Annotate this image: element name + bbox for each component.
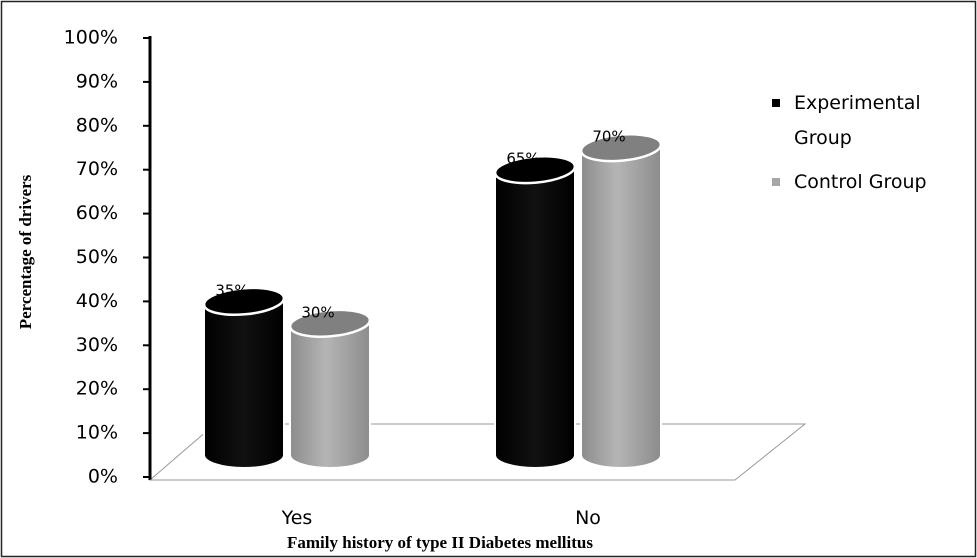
y-tick-label: 80% bbox=[76, 114, 118, 136]
cylinder bbox=[290, 323, 370, 455]
value-label: 30% bbox=[301, 303, 334, 321]
y-tick-label: 50% bbox=[76, 246, 118, 268]
legend-swatch bbox=[772, 99, 780, 107]
value-label: 65% bbox=[506, 150, 539, 168]
y-tick-label: 70% bbox=[76, 158, 118, 180]
cylinder-top bbox=[493, 154, 577, 185]
legend-entry: Control Group bbox=[772, 165, 969, 200]
y-tick-label: 10% bbox=[76, 422, 118, 444]
cylinder bbox=[204, 301, 284, 455]
legend-entry: Experimental Group bbox=[772, 86, 969, 156]
y-tick-label: 40% bbox=[76, 290, 118, 312]
value-label: 35% bbox=[215, 281, 248, 299]
x-tick-label: No bbox=[575, 507, 601, 529]
x-tick-label: Yes bbox=[281, 507, 313, 529]
cylinder-top bbox=[288, 308, 372, 338]
y-tick-label: 30% bbox=[76, 334, 118, 356]
cylinder bbox=[495, 169, 575, 455]
y-tick-label: 90% bbox=[76, 70, 118, 92]
y-tick-label: 20% bbox=[76, 378, 118, 400]
y-axis-title: Percentage of drivers bbox=[16, 174, 35, 329]
y-tick-label: 0% bbox=[88, 466, 118, 488]
cylinder-top bbox=[202, 286, 286, 317]
y-tick-label: 60% bbox=[76, 202, 118, 224]
cylinder-top bbox=[579, 133, 663, 163]
cylinder bbox=[581, 147, 661, 455]
x-axis-title: Family history of type II Diabetes melli… bbox=[287, 533, 593, 552]
legend-label: Control Group bbox=[794, 171, 927, 193]
legend-swatch bbox=[772, 178, 780, 186]
y-tick-label: 100% bbox=[64, 27, 118, 49]
legend-label: Experimental Group bbox=[794, 92, 921, 149]
value-label: 70% bbox=[592, 128, 625, 146]
